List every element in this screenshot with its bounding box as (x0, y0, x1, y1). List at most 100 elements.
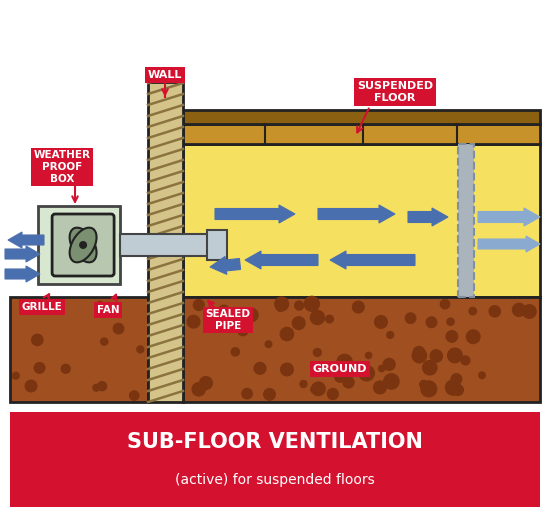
Circle shape (405, 313, 416, 324)
Circle shape (245, 308, 258, 322)
Circle shape (522, 305, 536, 318)
Circle shape (378, 366, 385, 372)
Circle shape (265, 341, 272, 348)
Polygon shape (318, 205, 395, 223)
Text: WEATHER
PROOF
BOX: WEATHER PROOF BOX (34, 151, 91, 184)
Circle shape (412, 349, 427, 363)
Circle shape (13, 372, 19, 379)
Circle shape (314, 349, 321, 356)
Polygon shape (245, 251, 318, 269)
FancyBboxPatch shape (52, 214, 114, 276)
Text: SUSPENDED
FLOOR: SUSPENDED FLOOR (357, 81, 433, 103)
Circle shape (441, 300, 449, 309)
Circle shape (447, 318, 454, 326)
Circle shape (101, 338, 108, 345)
Text: SUB-FLOOR VENTILATION: SUB-FLOOR VENTILATION (127, 433, 423, 453)
Polygon shape (408, 208, 448, 226)
Circle shape (375, 315, 387, 328)
Circle shape (469, 307, 476, 315)
Circle shape (422, 360, 437, 375)
Circle shape (194, 300, 204, 310)
Circle shape (113, 324, 124, 334)
Circle shape (478, 372, 485, 378)
Circle shape (453, 385, 463, 395)
Ellipse shape (70, 228, 97, 262)
Circle shape (373, 381, 386, 394)
Circle shape (130, 391, 139, 400)
Circle shape (359, 366, 375, 381)
Text: SEALED
PIPE: SEALED PIPE (206, 309, 250, 331)
Circle shape (311, 386, 318, 393)
Polygon shape (215, 205, 295, 223)
Circle shape (231, 348, 239, 356)
Circle shape (337, 354, 352, 370)
Circle shape (446, 380, 461, 395)
Text: GRILLE: GRILLE (21, 302, 62, 312)
Circle shape (187, 315, 200, 328)
Circle shape (353, 301, 364, 313)
Bar (10, 412, 540, 507)
Circle shape (489, 306, 500, 317)
Circle shape (312, 382, 325, 396)
Circle shape (430, 350, 442, 362)
Circle shape (218, 305, 229, 316)
Circle shape (280, 363, 293, 376)
Circle shape (466, 330, 480, 344)
Circle shape (238, 325, 248, 336)
Circle shape (365, 352, 372, 358)
Text: (active) for suspended floors: (active) for suspended floors (175, 474, 375, 487)
Polygon shape (330, 251, 415, 269)
Circle shape (446, 331, 458, 342)
Circle shape (25, 380, 37, 392)
Circle shape (431, 350, 440, 359)
Polygon shape (478, 208, 540, 226)
Polygon shape (8, 232, 44, 248)
Circle shape (383, 358, 395, 370)
Circle shape (293, 317, 305, 329)
Circle shape (34, 362, 45, 373)
Circle shape (384, 374, 399, 389)
Circle shape (326, 315, 333, 323)
Circle shape (335, 372, 345, 382)
Bar (183, 144, 540, 297)
Circle shape (513, 304, 525, 316)
Polygon shape (5, 246, 40, 262)
Bar (120, 234, 215, 256)
Circle shape (426, 317, 437, 328)
Circle shape (96, 302, 104, 309)
Circle shape (280, 327, 294, 340)
Circle shape (305, 296, 320, 311)
Bar (458, 144, 474, 297)
Bar (183, 297, 540, 402)
Circle shape (327, 389, 338, 399)
Text: WALL: WALL (148, 70, 182, 80)
Circle shape (315, 362, 327, 375)
Bar (183, 110, 540, 124)
Circle shape (254, 362, 266, 374)
Circle shape (348, 368, 357, 377)
Circle shape (387, 332, 394, 338)
Circle shape (413, 347, 425, 358)
Circle shape (93, 385, 100, 391)
Circle shape (300, 380, 307, 388)
Circle shape (61, 365, 70, 373)
Bar (148, 82, 183, 402)
Circle shape (420, 380, 428, 389)
Polygon shape (210, 257, 240, 274)
Circle shape (295, 301, 304, 310)
Circle shape (421, 381, 437, 397)
Bar (10, 297, 148, 402)
Circle shape (451, 374, 462, 385)
Circle shape (192, 382, 205, 396)
Circle shape (381, 381, 388, 388)
Circle shape (229, 314, 236, 321)
Circle shape (461, 356, 470, 365)
Circle shape (275, 297, 289, 311)
Circle shape (137, 346, 144, 353)
Circle shape (32, 334, 43, 346)
Circle shape (343, 377, 354, 388)
Bar (207, 230, 227, 260)
Bar (38, 206, 120, 284)
Circle shape (200, 377, 212, 390)
Bar (183, 124, 540, 144)
